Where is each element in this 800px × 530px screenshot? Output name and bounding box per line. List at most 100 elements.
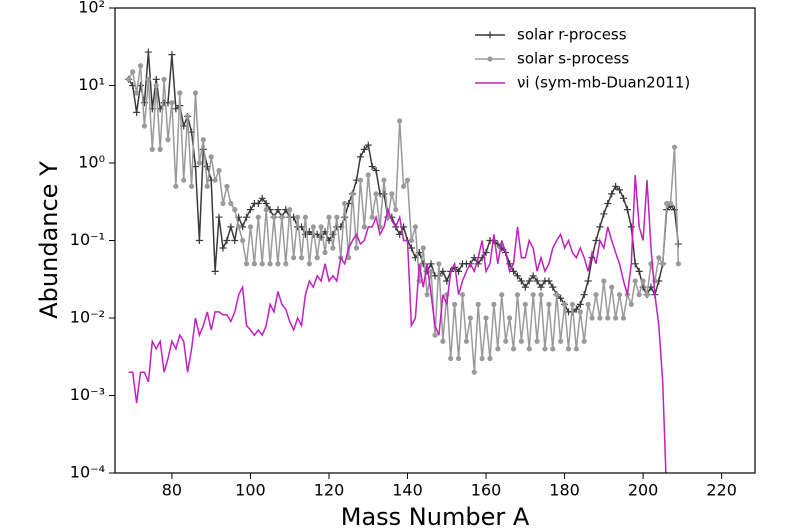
point <box>228 200 234 207</box>
point <box>310 224 316 230</box>
point <box>236 224 242 230</box>
point <box>632 278 638 284</box>
y-tick-label: 10⁻⁴ <box>70 463 105 482</box>
point <box>601 278 607 284</box>
y-axis-label: Abundance Y <box>35 161 63 319</box>
point <box>521 283 529 291</box>
point <box>569 301 576 307</box>
point <box>561 301 568 307</box>
x-tick-label: 80 <box>162 481 182 500</box>
point <box>558 338 564 344</box>
point <box>165 137 171 143</box>
point <box>467 315 473 321</box>
point <box>380 190 388 198</box>
y-tick-label: 10⁻³ <box>70 385 105 404</box>
point <box>550 346 556 352</box>
point <box>342 200 348 207</box>
point <box>546 301 552 307</box>
point <box>600 210 608 218</box>
point <box>240 237 246 244</box>
point <box>428 268 434 274</box>
point <box>545 277 553 285</box>
point <box>177 90 183 96</box>
point <box>298 255 305 261</box>
point <box>334 214 340 220</box>
point <box>243 213 251 221</box>
point <box>533 277 541 285</box>
point <box>141 123 148 129</box>
point <box>635 267 643 275</box>
point <box>597 315 603 321</box>
point <box>537 283 545 291</box>
point <box>660 261 666 267</box>
point <box>181 177 187 183</box>
point <box>644 292 650 298</box>
point <box>274 206 282 214</box>
point <box>573 346 579 352</box>
point <box>576 300 584 308</box>
point <box>608 190 616 198</box>
point <box>133 90 140 96</box>
point <box>412 224 418 230</box>
point <box>604 200 612 208</box>
point <box>463 338 470 344</box>
point <box>471 369 477 375</box>
point <box>349 191 356 197</box>
point <box>161 76 167 82</box>
point <box>596 223 604 231</box>
point <box>592 237 600 244</box>
point <box>554 292 560 298</box>
point <box>470 254 478 262</box>
point <box>130 69 136 75</box>
point <box>510 346 517 352</box>
point <box>455 355 462 362</box>
point <box>427 260 435 268</box>
point <box>275 261 281 267</box>
point <box>675 261 682 267</box>
point <box>232 207 238 213</box>
point <box>364 141 372 149</box>
point <box>144 48 152 56</box>
point <box>254 200 262 208</box>
point <box>287 207 293 213</box>
point <box>188 183 195 189</box>
point <box>565 346 572 352</box>
point <box>172 105 180 113</box>
point <box>487 355 493 362</box>
point <box>137 63 144 69</box>
x-tick-label: 160 <box>471 481 502 500</box>
point <box>208 154 214 160</box>
point <box>605 315 611 321</box>
point <box>459 292 466 298</box>
point <box>612 182 620 190</box>
point <box>671 144 678 150</box>
point <box>152 75 160 83</box>
point <box>664 200 670 207</box>
point <box>192 90 199 96</box>
point <box>145 76 151 82</box>
point <box>341 213 349 221</box>
point <box>314 255 320 261</box>
point <box>628 301 634 307</box>
point <box>219 244 227 252</box>
point <box>589 315 595 321</box>
x-tick-label: 220 <box>706 481 737 500</box>
point <box>227 223 235 231</box>
point <box>407 244 415 252</box>
point <box>330 245 336 251</box>
point <box>440 338 446 344</box>
point <box>585 301 591 307</box>
point <box>318 224 324 230</box>
point <box>168 51 176 59</box>
point <box>200 137 206 143</box>
point <box>424 292 430 298</box>
point <box>408 237 415 244</box>
point <box>667 200 674 207</box>
point <box>356 153 364 161</box>
point <box>529 272 537 280</box>
point <box>302 214 309 220</box>
point <box>613 315 619 321</box>
y-tick-label: 10⁻¹ <box>70 230 105 249</box>
point <box>479 355 485 362</box>
y-tick-label: 10² <box>78 0 105 17</box>
